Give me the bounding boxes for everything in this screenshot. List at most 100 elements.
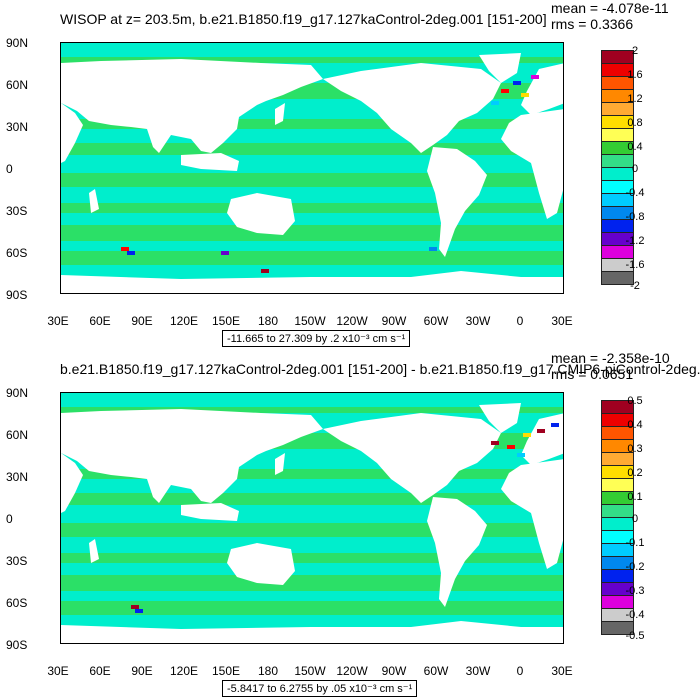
- x-tick-30e: 30E: [47, 314, 69, 328]
- y-tick-30s: 30S: [6, 204, 28, 218]
- y-tick-30n: 30N: [6, 120, 29, 134]
- x-tick-30e: 30E: [47, 664, 69, 678]
- x-tick-120e: 120E: [169, 314, 199, 328]
- land-mass: [479, 53, 521, 83]
- ocean-band: [61, 251, 563, 265]
- y-tick-0: 0: [6, 512, 13, 526]
- land-mass: [521, 63, 563, 115]
- ocean-band: [61, 43, 563, 57]
- stats-block: mean = -2.358e-10 rms = 0.0651: [551, 350, 670, 382]
- legend-label: 0.1: [627, 491, 643, 503]
- map-plot-area: [60, 392, 564, 644]
- legend-label: 1.6: [627, 69, 643, 81]
- x-tick-90w: 90W: [381, 314, 407, 328]
- mean-value: mean = -2.358e-10: [551, 350, 670, 366]
- legend-label: 1.2: [627, 93, 643, 105]
- land-mass: [501, 109, 563, 219]
- y-tick-60n: 60N: [6, 428, 29, 442]
- land-mass: [427, 497, 487, 607]
- land-mass: [427, 147, 487, 257]
- ocean-band: [61, 173, 563, 187]
- legend-label: -0.5: [625, 630, 645, 642]
- ocean-band: [61, 203, 563, 213]
- land-mass: [89, 189, 99, 213]
- y-tick-90s: 90S: [6, 288, 28, 302]
- y-tick-30s: 30S: [6, 554, 28, 568]
- legend-label: 0.4: [627, 419, 643, 431]
- legend-label: 0: [631, 163, 639, 175]
- land-mass: [501, 459, 563, 569]
- y-tick-60n: 60N: [6, 78, 29, 92]
- land-mass: [479, 403, 521, 433]
- legend-label: -1.2: [625, 235, 645, 247]
- x-tick-120w: 120W: [336, 664, 368, 678]
- x-tick-150w: 150W: [294, 664, 326, 678]
- x-tick-30w: 30W: [465, 664, 491, 678]
- anomaly-hotspot: [523, 433, 531, 437]
- x-tick-60e: 60E: [89, 664, 111, 678]
- y-tick-0: 0: [6, 162, 13, 176]
- land-mass: [61, 409, 323, 503]
- anomaly-hotspot: [491, 441, 499, 445]
- x-tick-60w: 60W: [423, 314, 449, 328]
- anomaly-hotspot: [221, 251, 229, 255]
- land-mass: [61, 103, 83, 163]
- world-ocean-map: [61, 43, 563, 293]
- x-tick-0: 0: [516, 314, 524, 328]
- land-mass: [181, 153, 239, 171]
- anomaly-hotspot: [551, 423, 559, 427]
- x-tick-30e-right: 30E: [551, 664, 573, 678]
- x-tick-90e: 90E: [131, 664, 153, 678]
- stats-block: mean = -4.078e-11 rms = 0.3366: [551, 0, 669, 32]
- legend-label: 0: [631, 513, 639, 525]
- anomaly-hotspot: [507, 445, 515, 449]
- bottom-map-panel: b.e21.B1850.f19_g17.127kaControl-2deg.00…: [0, 350, 700, 700]
- x-tick-120e: 120E: [169, 664, 199, 678]
- legend-label: -0.4: [625, 609, 645, 621]
- legend-label: -0.3: [625, 585, 645, 597]
- ocean-band: [61, 407, 563, 413]
- anomaly-hotspot: [121, 247, 129, 251]
- x-tick-180: 180: [257, 314, 279, 328]
- anomaly-hotspot: [135, 609, 143, 613]
- map-plot-area: [60, 42, 564, 294]
- legend-label: 0.5: [627, 395, 643, 407]
- x-tick-150e: 150E: [211, 314, 241, 328]
- legend-label: -0.4: [625, 187, 645, 199]
- anomaly-hotspot: [521, 93, 529, 97]
- anomaly-hotspot: [537, 429, 545, 433]
- land-mass: [275, 453, 285, 475]
- mean-value: mean = -4.078e-11: [551, 0, 669, 16]
- anomaly-hotspot: [131, 605, 139, 609]
- anomaly-hotspot: [127, 251, 135, 255]
- legend-label: 0.4: [627, 141, 643, 153]
- ocean-band: [61, 493, 563, 505]
- land-mass: [61, 453, 83, 513]
- top-map-panel: WISOP at z= 203.5m, b.e21.B1850.f19_g17.…: [6, 0, 669, 347]
- contour-range-label: -5.8417 to 6.2755 by .05 x10⁻³ cm s⁻¹: [222, 680, 418, 697]
- y-tick-90n: 90N: [6, 36, 29, 50]
- land-mass: [61, 59, 323, 153]
- land-mass: [275, 103, 285, 125]
- y-tick-60s: 60S: [6, 246, 28, 260]
- x-tick-0: 0: [516, 664, 524, 678]
- ocean-band: [61, 575, 563, 591]
- x-tick-90w: 90W: [381, 664, 407, 678]
- x-tick-60w: 60W: [423, 664, 449, 678]
- colorbar-swatch: [601, 128, 634, 142]
- land-mass: [227, 193, 295, 235]
- y-tick-30n: 30N: [6, 470, 29, 484]
- x-tick-30e-right: 30E: [551, 314, 573, 328]
- legend-label: -0.1: [625, 537, 645, 549]
- y-tick-60s: 60S: [6, 596, 28, 610]
- x-tick-180: 180: [257, 664, 279, 678]
- panel-title: WISOP at z= 203.5m, b.e21.B1850.f19_g17.…: [60, 11, 547, 27]
- land-mass: [323, 63, 501, 153]
- colorbar-legend: [601, 400, 634, 635]
- world-ocean-map: [61, 393, 563, 643]
- legend-label: 2: [631, 45, 639, 57]
- ocean-band: [61, 523, 563, 537]
- y-tick-90n: 90N: [6, 386, 29, 400]
- ocean-band: [61, 57, 563, 63]
- x-tick-150w: 150W: [294, 314, 326, 328]
